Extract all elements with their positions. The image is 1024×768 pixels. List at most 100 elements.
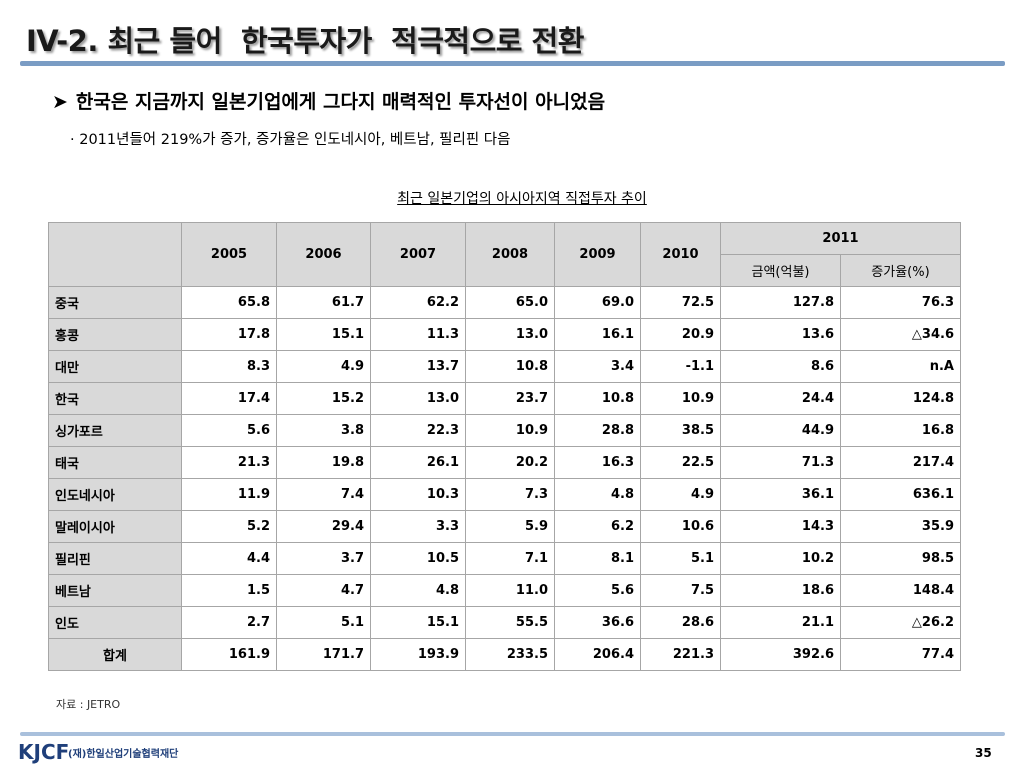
header-cell	[48, 222, 182, 287]
value-cell: 10.9	[640, 382, 721, 415]
value-cell: 8.6	[720, 350, 841, 383]
sub-bullet: · 2011년들어 219%가 증가, 증가율은 인도네시아, 베트남, 필리핀…	[70, 132, 511, 148]
value-cell: 5.6	[554, 574, 641, 607]
year-header: 2009	[554, 222, 641, 287]
table-row: 중국 65.8 61.7 62.2 65.0 69.0 72.5 127.8 76.3	[48, 286, 961, 319]
value-cell: 8.3	[181, 350, 277, 383]
value-cell: 77.4	[840, 638, 961, 671]
page-number: 35	[975, 746, 992, 760]
value-cell: 11.9	[181, 478, 277, 511]
value-cell: 22.5	[640, 446, 721, 479]
value-cell: 20.9	[640, 318, 721, 351]
year-header: 2006	[276, 222, 371, 287]
row-label: 인도	[48, 606, 182, 639]
value-cell: 10.9	[465, 414, 555, 447]
sub-header: 금액(억불)	[720, 254, 841, 287]
value-cell: 193.9	[370, 638, 466, 671]
value-cell: 16.8	[840, 414, 961, 447]
value-cell: 29.4	[276, 510, 371, 543]
value-cell: 3.7	[276, 542, 371, 575]
value-cell: 36.1	[720, 478, 841, 511]
bullet: ➤ 한국은 지금까지 일본기업에게 그다지 매력적인 투자선이 아니었음	[52, 87, 605, 114]
value-cell: 44.9	[720, 414, 841, 447]
year-header: 2005	[181, 222, 277, 287]
value-cell: 7.1	[465, 542, 555, 575]
value-cell: 127.8	[720, 286, 841, 319]
footer-rule	[20, 732, 1005, 736]
value-cell: 1.5	[181, 574, 277, 607]
header-row: 금액(억불) 증가율(%)	[49, 254, 961, 287]
year-header: 2010	[640, 222, 721, 287]
table-row: 말레이시아 5.2 29.4 3.3 5.9 6.2 10.6 14.3 35.9	[48, 510, 961, 543]
row-label: 싱가포르	[48, 414, 182, 447]
value-cell: 17.4	[181, 382, 277, 415]
table-row: 싱가포르 5.6 3.8 22.3 10.9 28.8 38.5 44.9 16.8	[48, 414, 961, 447]
table-row: 한국 17.4 15.2 13.0 23.7 10.8 10.9 24.4 124.8	[48, 382, 961, 415]
value-cell: 21.1	[720, 606, 841, 639]
value-cell: 3.8	[276, 414, 371, 447]
value-cell: 98.5	[840, 542, 961, 575]
value-cell: 10.5	[370, 542, 466, 575]
title-rule	[20, 61, 1005, 66]
value-cell: 26.1	[370, 446, 466, 479]
value-cell: 217.4	[840, 446, 961, 479]
value-cell: 15.2	[276, 382, 371, 415]
value-cell: 36.6	[554, 606, 641, 639]
row-label: 대만	[48, 350, 182, 383]
table-body: 중국 65.8 61.7 62.2 65.0 69.0 72.5 127.8 76.3 홍콩 17.…	[48, 286, 961, 671]
value-cell: 392.6	[720, 638, 841, 671]
value-cell: 28.8	[554, 414, 641, 447]
table-caption: 최근 일본기업의 아시아지역 직접투자 추이	[397, 191, 647, 207]
value-cell: n.A	[840, 350, 961, 383]
row-label: 필리핀	[48, 542, 182, 575]
value-cell: 11.0	[465, 574, 555, 607]
value-cell: 72.5	[640, 286, 721, 319]
value-cell: 636.1	[840, 478, 961, 511]
value-cell: 7.4	[276, 478, 371, 511]
value-cell: 221.3	[640, 638, 721, 671]
value-cell: 5.1	[640, 542, 721, 575]
row-label: 태국	[48, 446, 182, 479]
value-cell: 13.0	[370, 382, 466, 415]
value-cell: 24.4	[720, 382, 841, 415]
table-row: 인도 2.7 5.1 15.1 55.5 36.6 28.6 21.1 △26.2	[48, 606, 961, 639]
table-row: 인도네시아 11.9 7.4 10.3 7.3 4.8 4.9 36.1 636.1	[48, 478, 961, 511]
value-cell: 161.9	[181, 638, 277, 671]
row-label: 합계	[48, 638, 182, 671]
row-label: 한국	[48, 382, 182, 415]
value-cell: 5.6	[181, 414, 277, 447]
value-cell: 18.6	[720, 574, 841, 607]
sub-header: 증가율(%)	[840, 254, 961, 287]
table-row: 베트남 1.5 4.7 4.8 11.0 5.6 7.5 18.6 148.4	[48, 574, 961, 607]
value-cell: 17.8	[181, 318, 277, 351]
value-cell: 61.7	[276, 286, 371, 319]
value-cell: 69.0	[554, 286, 641, 319]
header-row: 2005 2006 2007 2008 2009 2010 2011	[48, 222, 961, 287]
value-cell: 5.1	[276, 606, 371, 639]
value-cell: 65.8	[181, 286, 277, 319]
value-cell: 148.4	[840, 574, 961, 607]
value-cell: 4.9	[276, 350, 371, 383]
title: IV-2. 최근 들어 한국투자가 적극적으로 전환	[26, 24, 584, 58]
value-cell: 4.9	[640, 478, 721, 511]
logo: KJCF	[18, 740, 70, 764]
row-label: 인도네시아	[48, 478, 182, 511]
value-cell: 7.3	[465, 478, 555, 511]
table-row: 홍콩 17.8 15.1 11.3 13.0 16.1 20.9 13.6 △34.6	[48, 318, 961, 351]
value-cell: 4.8	[370, 574, 466, 607]
value-cell: 233.5	[465, 638, 555, 671]
value-cell: 3.3	[370, 510, 466, 543]
value-cell: 55.5	[465, 606, 555, 639]
value-cell: 11.3	[370, 318, 466, 351]
value-cell: 5.9	[465, 510, 555, 543]
value-cell: 14.3	[720, 510, 841, 543]
bullet-text: 한국은 지금까지 일본기업에게 그다지 매력적인 투자선이 아니었음	[75, 91, 606, 113]
value-cell: 4.7	[276, 574, 371, 607]
value-cell: 206.4	[554, 638, 641, 671]
value-cell: 62.2	[370, 286, 466, 319]
row-label: 중국	[48, 286, 182, 319]
row-label: 홍콩	[48, 318, 182, 351]
table-row: 대만 8.3 4.9 13.7 10.8 3.4 -1.1 8.6 n.A	[48, 350, 961, 383]
value-cell: 13.6	[720, 318, 841, 351]
